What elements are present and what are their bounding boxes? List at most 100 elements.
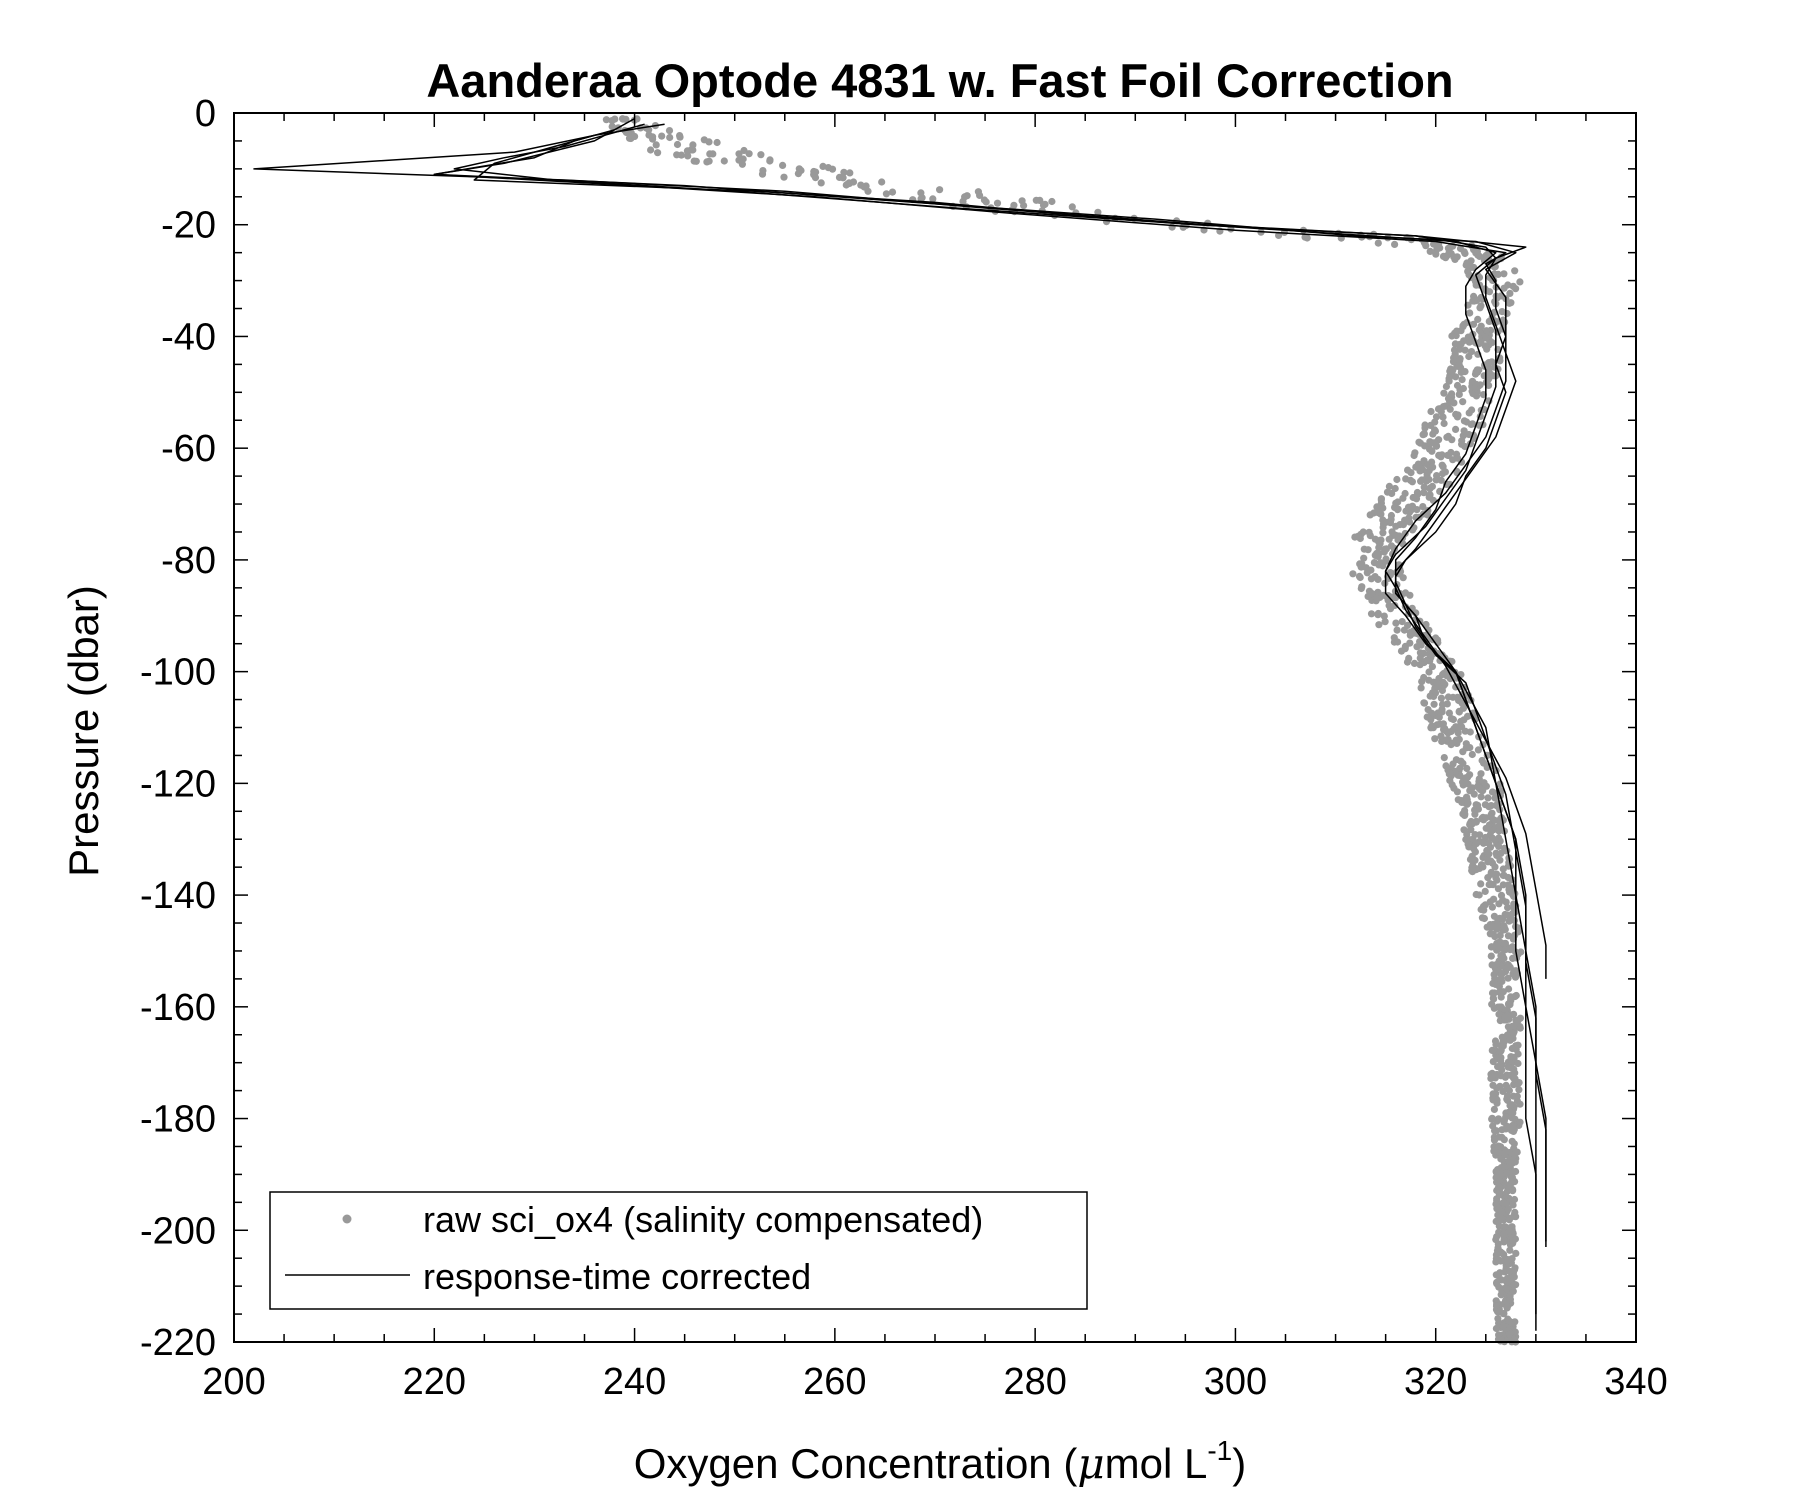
raw-point — [1374, 239, 1382, 247]
raw-point — [817, 179, 825, 187]
raw-point — [1371, 551, 1379, 559]
raw-point — [1068, 203, 1076, 211]
raw-point — [1476, 304, 1484, 312]
raw-point — [1448, 367, 1456, 376]
raw-point — [811, 174, 820, 182]
raw-point — [1394, 498, 1402, 506]
raw-point — [1431, 418, 1439, 426]
x-axis-label-mu: μ — [1077, 1439, 1104, 1488]
raw-point — [1506, 1161, 1514, 1169]
raw-point — [1486, 843, 1495, 851]
raw-point — [1409, 493, 1417, 502]
raw-point — [689, 146, 697, 154]
raw-point — [1435, 451, 1443, 459]
raw-point — [1488, 788, 1497, 796]
raw-point — [1454, 729, 1462, 737]
raw-point — [1466, 744, 1474, 752]
raw-point — [1382, 545, 1390, 553]
raw-point — [1428, 463, 1436, 471]
raw-point — [1465, 260, 1473, 268]
raw-point — [1514, 1059, 1522, 1068]
raw-point — [1510, 1273, 1518, 1281]
raw-point — [709, 150, 717, 158]
x-tick-label: 200 — [202, 1361, 265, 1403]
raw-point — [631, 132, 639, 140]
x-axis-label-unit: mol L — [1105, 1440, 1208, 1487]
raw-point — [857, 181, 865, 189]
raw-point — [1493, 1233, 1501, 1241]
plot-frame — [233, 112, 1637, 1343]
raw-point — [1406, 628, 1414, 636]
raw-point — [840, 168, 848, 176]
raw-point — [720, 157, 728, 165]
raw-point — [1501, 1223, 1509, 1231]
raw-point — [1416, 654, 1424, 662]
raw-point — [1495, 822, 1503, 830]
raw-point — [676, 133, 684, 141]
raw-point — [1464, 780, 1472, 788]
raw-point — [1489, 1090, 1497, 1098]
raw-point — [839, 174, 847, 182]
raw-point — [1406, 504, 1414, 512]
raw-point — [1500, 270, 1508, 278]
raw-point — [1487, 370, 1495, 378]
raw-point — [1509, 1201, 1517, 1209]
raw-point — [1497, 993, 1505, 1001]
raw-point — [1457, 368, 1465, 376]
raw-point — [1406, 591, 1414, 599]
raw-point — [1479, 839, 1488, 847]
raw-point — [1488, 358, 1496, 366]
raw-point — [1499, 865, 1507, 873]
raw-point — [1357, 563, 1365, 571]
raw-point — [1506, 1295, 1514, 1303]
raw-point — [1487, 813, 1496, 822]
raw-point — [1375, 621, 1383, 629]
x-axis: 200 220 240 260 280 300 320 340 — [202, 113, 1668, 1403]
raw-point — [1385, 482, 1393, 490]
raw-point — [1474, 782, 1482, 790]
x-axis-label: Oxygen Concentration (μmol L-1) — [634, 1435, 1246, 1488]
raw-point — [1495, 842, 1503, 851]
raw-point — [1513, 1092, 1521, 1100]
raw-point — [1468, 864, 1476, 872]
raw-point — [1446, 657, 1454, 665]
raw-point — [1503, 964, 1511, 972]
raw-point — [666, 133, 674, 142]
raw-point — [1449, 358, 1458, 366]
raw-point — [1426, 484, 1434, 492]
legend-marker-raw — [342, 1214, 352, 1224]
raw-point — [1508, 1137, 1516, 1145]
raw-point — [1424, 631, 1432, 639]
raw-point — [1428, 447, 1436, 455]
raw-point — [1498, 915, 1506, 924]
raw-point — [1368, 590, 1376, 598]
raw-point — [1374, 588, 1382, 596]
y-tick-label: -180 — [140, 1099, 216, 1141]
raw-point — [1442, 727, 1450, 735]
raw-point — [1481, 342, 1489, 350]
raw-point — [1472, 840, 1480, 848]
raw-point — [1497, 1047, 1505, 1055]
raw-point — [1399, 494, 1407, 502]
x-tick-label: 240 — [603, 1361, 666, 1403]
raw-point — [1489, 1058, 1497, 1066]
raw-point — [1440, 389, 1448, 397]
raw-point — [1503, 1071, 1511, 1079]
raw-point — [602, 116, 611, 124]
raw-point — [1411, 449, 1419, 457]
raw-point — [705, 157, 713, 165]
raw-point — [1492, 980, 1500, 989]
raw-point — [1476, 252, 1484, 260]
raw-point — [1512, 1167, 1520, 1176]
raw-point — [918, 194, 926, 202]
raw-point — [1508, 1173, 1516, 1181]
raw-point — [1425, 475, 1433, 484]
raw-point — [1471, 384, 1479, 392]
raw-point — [1504, 904, 1512, 912]
raw-point — [1456, 357, 1464, 365]
raw-point — [1493, 1178, 1501, 1186]
raw-point — [1510, 1053, 1518, 1061]
raw-point — [1451, 340, 1459, 348]
raw-point — [1437, 408, 1445, 416]
